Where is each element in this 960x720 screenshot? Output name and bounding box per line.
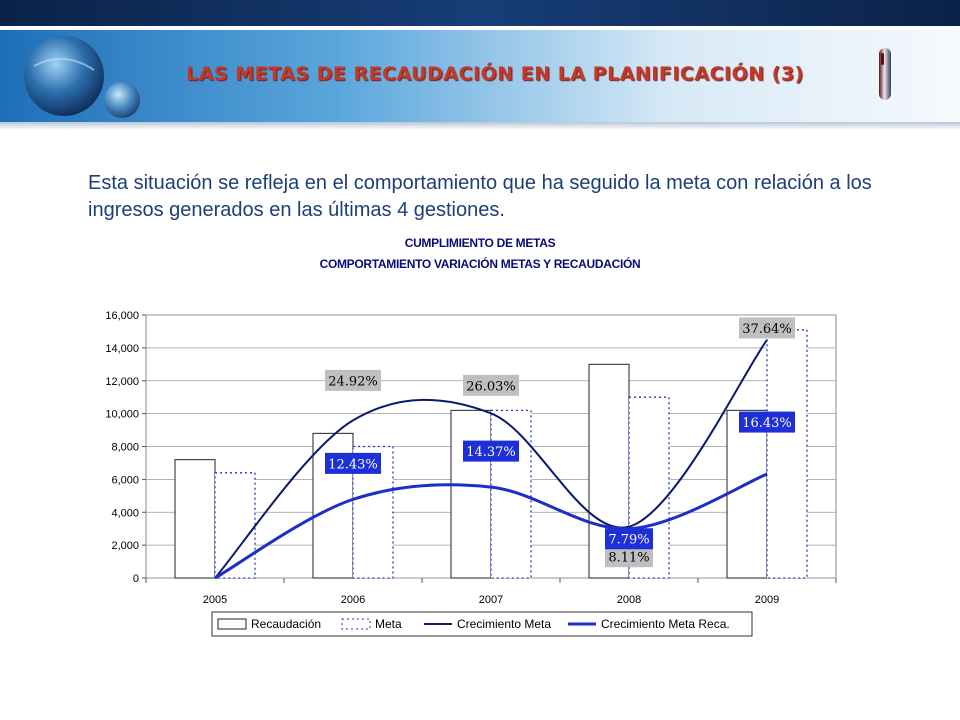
legend-label: Recaudación	[251, 617, 321, 631]
bar-recaudacion	[450, 409, 492, 579]
legend-label: Meta	[375, 617, 402, 631]
data-label-text: 8.11%	[608, 551, 649, 566]
y-tick-label: 4,000	[111, 507, 139, 519]
data-label-text: 7.79%	[608, 533, 649, 548]
line-crecimiento-meta	[214, 339, 768, 579]
chart-title: CUMPLIMIENTO DE METAS	[404, 236, 556, 250]
legend-item: Recaudación	[217, 617, 321, 631]
data-label-crecimiento-meta-reca: 14.37%	[463, 440, 519, 462]
x-tick-label: 2005	[203, 594, 227, 606]
data-label-box	[739, 411, 795, 433]
data-label-crecimiento-meta: 24.92%	[325, 369, 381, 391]
data-label-box	[605, 528, 653, 550]
legend-item: Crecimiento Meta Reca.	[568, 617, 730, 631]
y-tick-label: 2,000	[111, 540, 139, 552]
data-label-text: 24.92%	[328, 374, 378, 389]
data-label-box	[605, 546, 653, 568]
legend-label: Crecimiento Meta	[457, 617, 551, 631]
bar-meta	[766, 329, 808, 579]
data-label-box	[325, 369, 381, 391]
y-tick-label: 12,000	[105, 376, 139, 388]
data-label-crecimiento-meta: 37.64%	[739, 317, 795, 339]
data-label-crecimiento-meta: 8.11%	[605, 546, 653, 568]
bar-meta	[214, 472, 256, 579]
data-label-text: 12.43%	[328, 457, 378, 472]
x-tick-label: 2008	[617, 594, 641, 606]
y-tick-label: 10,000	[105, 409, 139, 421]
data-label-box	[463, 374, 519, 396]
data-label-crecimiento-meta: 26.03%	[463, 374, 519, 396]
logo-globe-large	[24, 36, 104, 116]
legend-swatch	[341, 618, 371, 630]
data-label-crecimiento-meta-reca: 12.43%	[325, 452, 381, 474]
data-label-box	[325, 452, 381, 474]
legend-item: Crecimiento Meta	[424, 617, 551, 631]
y-tick-label: 8,000	[111, 442, 139, 454]
legend-box	[211, 611, 753, 637]
legend-item: Meta	[341, 617, 402, 631]
y-tick-label: 16,000	[105, 310, 139, 322]
data-label-text: 26.03%	[466, 379, 516, 394]
intro-paragraph: Esta situación se refleja en el comporta…	[88, 172, 872, 221]
logo-globe-small	[104, 82, 140, 118]
legend-label: Crecimiento Meta Reca.	[601, 617, 730, 631]
header-banner	[0, 0, 960, 130]
legend-swatch	[217, 618, 247, 630]
data-label-box	[739, 317, 795, 339]
data-label-text: 16.43%	[742, 416, 792, 431]
x-tick-label: 2009	[755, 594, 779, 606]
line-crecimiento-meta-reca	[214, 472, 768, 580]
data-label-box	[463, 440, 519, 462]
x-tick-label: 2006	[341, 594, 365, 606]
capsule-icon	[879, 48, 891, 100]
y-tick-label: 6,000	[111, 474, 139, 486]
y-tick-label: 14,000	[105, 343, 139, 355]
data-label-text: 37.64%	[742, 322, 792, 337]
y-tick-label: 0	[133, 573, 139, 585]
data-label-crecimiento-meta-reca: 16.43%	[739, 411, 795, 433]
bar-recaudacion	[174, 459, 216, 579]
slide-title: LAS METAS DE RECAUDACIÓN EN LA PLANIFICA…	[186, 63, 804, 85]
bar-meta	[490, 409, 532, 579]
data-label-crecimiento-meta-reca: 7.79%	[605, 528, 653, 550]
bar-recaudacion	[726, 409, 768, 579]
data-label-text: 14.37%	[466, 445, 516, 460]
x-tick-label: 2007	[479, 594, 503, 606]
chart-subtitle: COMPORTAMIENTO VARIACIÓN METAS Y RECAUDA…	[319, 257, 641, 271]
